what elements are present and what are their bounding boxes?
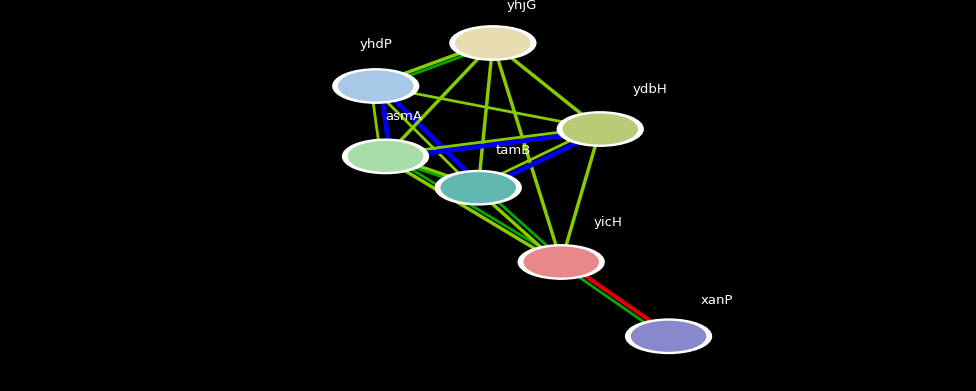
- Circle shape: [456, 28, 530, 58]
- Circle shape: [557, 112, 643, 146]
- Circle shape: [435, 170, 521, 205]
- Circle shape: [343, 139, 428, 174]
- Circle shape: [348, 142, 423, 171]
- Text: yhdP: yhdP: [359, 38, 392, 51]
- Circle shape: [626, 319, 712, 353]
- Circle shape: [518, 245, 604, 279]
- Circle shape: [631, 321, 706, 351]
- Text: xanP: xanP: [701, 294, 733, 307]
- Text: yhjG: yhjG: [507, 0, 538, 12]
- Circle shape: [524, 247, 598, 277]
- Text: yicH: yicH: [593, 216, 623, 229]
- Circle shape: [450, 26, 536, 60]
- Circle shape: [441, 173, 515, 203]
- Text: asmA: asmA: [386, 110, 423, 123]
- Circle shape: [339, 71, 413, 101]
- Text: tamB: tamB: [496, 144, 531, 157]
- Circle shape: [563, 114, 637, 144]
- Circle shape: [333, 69, 419, 103]
- Text: ydbH: ydbH: [632, 83, 668, 96]
